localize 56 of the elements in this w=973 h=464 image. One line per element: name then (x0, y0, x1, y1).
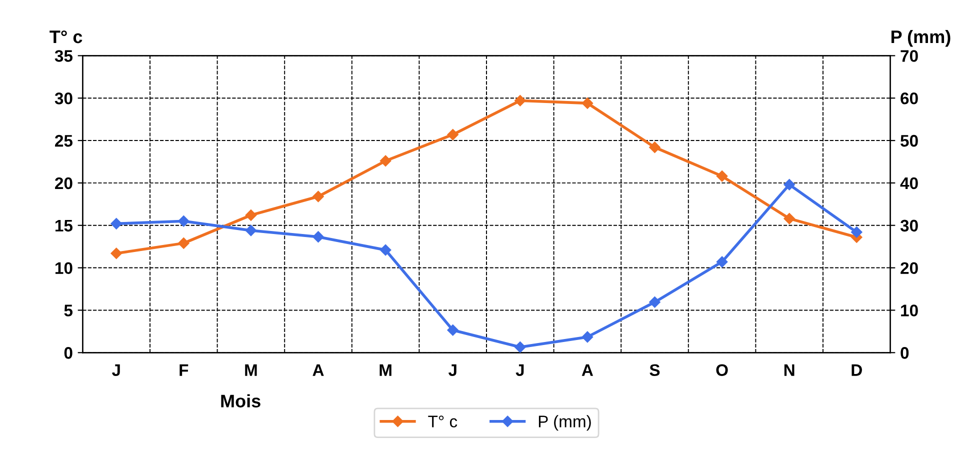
point (582, 331, 594, 343)
x-tick-label: J (448, 364, 456, 376)
x-tick-label: D (852, 364, 862, 376)
point (178, 216, 190, 227)
point (110, 218, 122, 230)
point (784, 179, 795, 190)
point (649, 296, 660, 308)
point (178, 238, 190, 249)
point (380, 155, 392, 166)
legend-label: T° c (428, 416, 458, 428)
y2-tick-label: 30 (900, 220, 918, 232)
x-tick-label: S (650, 364, 660, 376)
point (716, 170, 728, 182)
y2-tick-label: 50 (900, 134, 918, 147)
point (514, 95, 526, 106)
point (514, 342, 526, 353)
y-tick-label: 10 (55, 262, 72, 274)
legend-label: P (mm) (538, 415, 591, 431)
point (245, 224, 257, 236)
y-tick-label: 20 (55, 177, 72, 190)
x-tick-label: O (716, 364, 728, 376)
point (582, 98, 594, 109)
y2-tick-label: 20 (900, 262, 918, 274)
y-tick-label: 25 (55, 134, 73, 147)
point (649, 142, 660, 153)
point (110, 248, 122, 259)
x-tick-label: F (180, 364, 188, 376)
point (851, 226, 862, 238)
x-axis-title: Mois (221, 394, 260, 408)
x-tick-label: J (516, 364, 524, 376)
point (716, 256, 728, 268)
point (447, 324, 458, 336)
point (784, 212, 795, 224)
y-axis-title: T° c (50, 30, 82, 44)
point (245, 210, 257, 221)
y2-tick-label: 10 (901, 304, 918, 316)
point (312, 190, 324, 202)
y2-tick-label: 40 (900, 177, 918, 190)
y2-axis-title: P (mm) (892, 30, 950, 47)
point (312, 231, 324, 242)
x-tick-label: M (380, 364, 392, 376)
y-tick-label: 5 (64, 304, 73, 316)
y2-tick-label: 0 (900, 347, 909, 359)
x-tick-label: N (784, 364, 794, 376)
y2-tick-label: 60 (900, 92, 918, 104)
point (447, 128, 458, 140)
y-tick-label: 35 (54, 50, 73, 62)
y2-tick-label: 70 (900, 50, 918, 62)
x-tick-label: J (112, 364, 120, 376)
x-tick-label: A (582, 364, 594, 376)
x-tick-label: A (312, 364, 324, 376)
x-tick-label: M (245, 364, 257, 376)
point (380, 244, 392, 256)
y-tick-label: 15 (55, 220, 73, 232)
y-tick-label: 30 (54, 92, 72, 104)
y-tick-label: 0 (64, 347, 72, 359)
